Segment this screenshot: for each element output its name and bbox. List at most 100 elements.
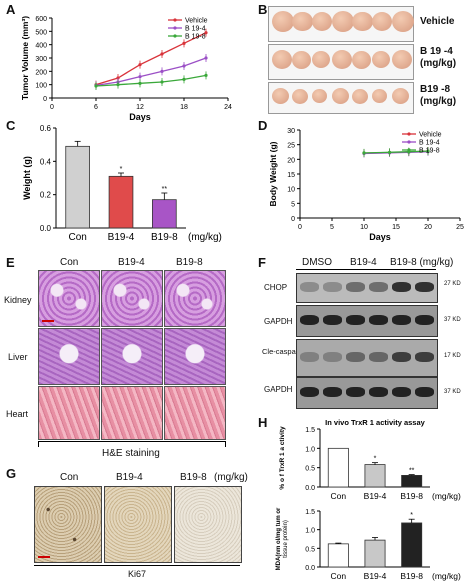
chart-h1-category-label: B19-4 bbox=[364, 491, 387, 501]
chart-a-data-point bbox=[116, 83, 120, 87]
chart-a-data-point bbox=[182, 77, 186, 81]
blot-col-b19-4: B19-4 bbox=[350, 257, 377, 268]
chart-h2-y-tick-label: 1.5 bbox=[305, 509, 315, 516]
chart-d-y-tick-label: 0 bbox=[291, 216, 295, 223]
chart-a-y-tick-label: 300 bbox=[35, 56, 47, 63]
blot-row-gapdh-1: GAPDH bbox=[264, 317, 293, 326]
blot-band bbox=[415, 282, 434, 292]
chart-c-bar bbox=[65, 145, 90, 229]
chart-a-y-axis-label: Tumor Volume (mm³) bbox=[20, 16, 30, 100]
chart-h2-y-axis-label-2: tissue protein) bbox=[283, 520, 289, 558]
tumor-sample bbox=[312, 12, 332, 31]
tumor-sample bbox=[272, 50, 292, 69]
blot-strip-cle-caspase3 bbox=[296, 339, 438, 377]
chart-d-x-tick-label: 0 bbox=[298, 224, 302, 231]
panel-label-d: D bbox=[258, 118, 268, 133]
chart-c-y-axis-label: Weight (g) bbox=[22, 156, 32, 200]
chart-a-y-tick-label: 400 bbox=[35, 43, 47, 50]
chart-d-y-axis-label: Body Weight (g) bbox=[268, 141, 278, 206]
chart-h1-bar bbox=[364, 464, 386, 488]
chart-c-category-label: B19-4 bbox=[108, 232, 135, 243]
blot-band bbox=[392, 387, 411, 397]
tumor-sample bbox=[312, 89, 327, 104]
chart-h2-bar bbox=[401, 522, 423, 568]
he-heart-b19-4 bbox=[101, 386, 163, 440]
blot-band bbox=[369, 352, 388, 362]
chart-d-x-tick-label: 15 bbox=[392, 224, 400, 231]
chart-d-legend-marker bbox=[407, 140, 411, 144]
chart-h2-bar bbox=[327, 543, 349, 568]
blot-band bbox=[323, 352, 342, 362]
blot-band bbox=[323, 315, 342, 325]
blot-row-gapdh-2: GAPDH bbox=[264, 385, 293, 394]
tumor-sample bbox=[272, 11, 294, 32]
chart-d-legend-label: B 19-8 bbox=[419, 148, 440, 155]
blot-band bbox=[300, 315, 319, 325]
chart-d-y-tick-label: 10 bbox=[287, 187, 295, 194]
tumor-sample bbox=[392, 88, 409, 105]
ki67-col-con: Con bbox=[60, 472, 79, 483]
blot-band bbox=[300, 352, 319, 362]
chart-a-x-tick-label: 18 bbox=[180, 104, 188, 111]
tumor-weight-chart: 0.0 0.2 0.4 0.6 Con * B19-4 ** B19-8 (mg/kg) Weigh… bbox=[22, 124, 222, 243]
he-row-heart: Heart bbox=[6, 409, 29, 419]
mda-chart: 0.0 0.5 1.0 1.5 Con B19-4 * B19-8 (mg/kg) MDA(nm … bbox=[276, 507, 461, 581]
tumor-sample bbox=[372, 89, 387, 104]
chart-a-y-tick-label: 500 bbox=[35, 29, 47, 36]
chart-c-category-label: Con bbox=[68, 232, 86, 243]
he-staining-panel: Con B19-4 B19-8 Kidney Liver Heart H&E s… bbox=[0, 255, 245, 465]
blot-size-gapdh-2: 37 KD bbox=[444, 389, 461, 395]
chart-a-data-point bbox=[160, 69, 164, 73]
chart-c-significance: * bbox=[120, 166, 123, 173]
chart-h2-category-label: Con bbox=[331, 571, 347, 581]
chart-a-x-tick-label: 0 bbox=[50, 104, 54, 111]
blot-col-bracket bbox=[296, 269, 436, 272]
tumor-sample bbox=[352, 88, 368, 104]
blot-band bbox=[392, 352, 411, 362]
chart-a-data-point bbox=[138, 63, 142, 67]
chart-a-legend-marker bbox=[173, 26, 177, 30]
he-col-b19-4: B19-4 bbox=[118, 257, 145, 268]
chart-a-x-axis-label: Days bbox=[129, 112, 151, 122]
chart-a-x-tick-label: 24 bbox=[224, 104, 232, 111]
blot-band bbox=[300, 282, 319, 292]
chart-h2-y-axis-label: MDA(nm ol/mg tum or bbox=[276, 507, 282, 570]
chart-h1-category-label: B19-8 bbox=[400, 491, 423, 501]
chart-a-y-tick-label: 200 bbox=[35, 69, 47, 76]
tumor-sample bbox=[312, 51, 330, 69]
tumor-sample bbox=[392, 11, 414, 32]
chart-d-data-point bbox=[388, 150, 392, 154]
he-scale-bar bbox=[42, 320, 54, 322]
ki67-panel: Con B19-4 B19-8 (mg/kg) Ki67 bbox=[0, 466, 262, 585]
blot-strip-gapdh-1 bbox=[296, 305, 438, 337]
blot-band bbox=[415, 352, 434, 362]
chart-h2-y-tick-label: 0.0 bbox=[305, 565, 315, 572]
tumor-sample bbox=[272, 88, 289, 105]
chart-a-legend-marker bbox=[173, 18, 177, 22]
blot-band bbox=[346, 282, 365, 292]
chart-h2-significance: * bbox=[410, 512, 413, 519]
chart-h1-y-tick-label: 1.5 bbox=[305, 427, 315, 434]
blot-row-cle-caspase3: Cle-caspase3 bbox=[262, 347, 308, 356]
chart-h1-y-tick-label: 0.5 bbox=[305, 466, 315, 473]
chart-d-legend-label: Vehicle bbox=[419, 132, 442, 139]
chart-h2-y-tick-label: 1.0 bbox=[305, 528, 315, 535]
chart-c-bar bbox=[152, 199, 177, 229]
tumor-sample bbox=[332, 50, 352, 69]
chart-h1-title: In vivo TrxR 1 activity assay bbox=[325, 418, 425, 427]
tumor-sample bbox=[332, 11, 354, 32]
he-col-b19-8: B19-8 bbox=[176, 257, 203, 268]
chart-a-data-point bbox=[204, 73, 208, 77]
blot-band bbox=[369, 282, 388, 292]
blot-size-cle-caspase3: 17 KD bbox=[444, 353, 461, 359]
chart-d-series-line bbox=[363, 150, 429, 154]
ki67-col-b19-8: B19-8 bbox=[180, 472, 207, 483]
blot-strip-chop bbox=[296, 273, 438, 303]
he-caption-bracket bbox=[38, 441, 226, 447]
chart-a-y-tick-label: 0 bbox=[43, 96, 47, 103]
chart-a-x-tick-label: 12 bbox=[136, 104, 144, 111]
he-heart-con bbox=[38, 386, 100, 440]
tumor-sample bbox=[292, 50, 311, 69]
chart-h1-x-unit: (mg/kg) bbox=[432, 491, 461, 501]
chart-a-y-tick-label: 600 bbox=[35, 16, 47, 23]
